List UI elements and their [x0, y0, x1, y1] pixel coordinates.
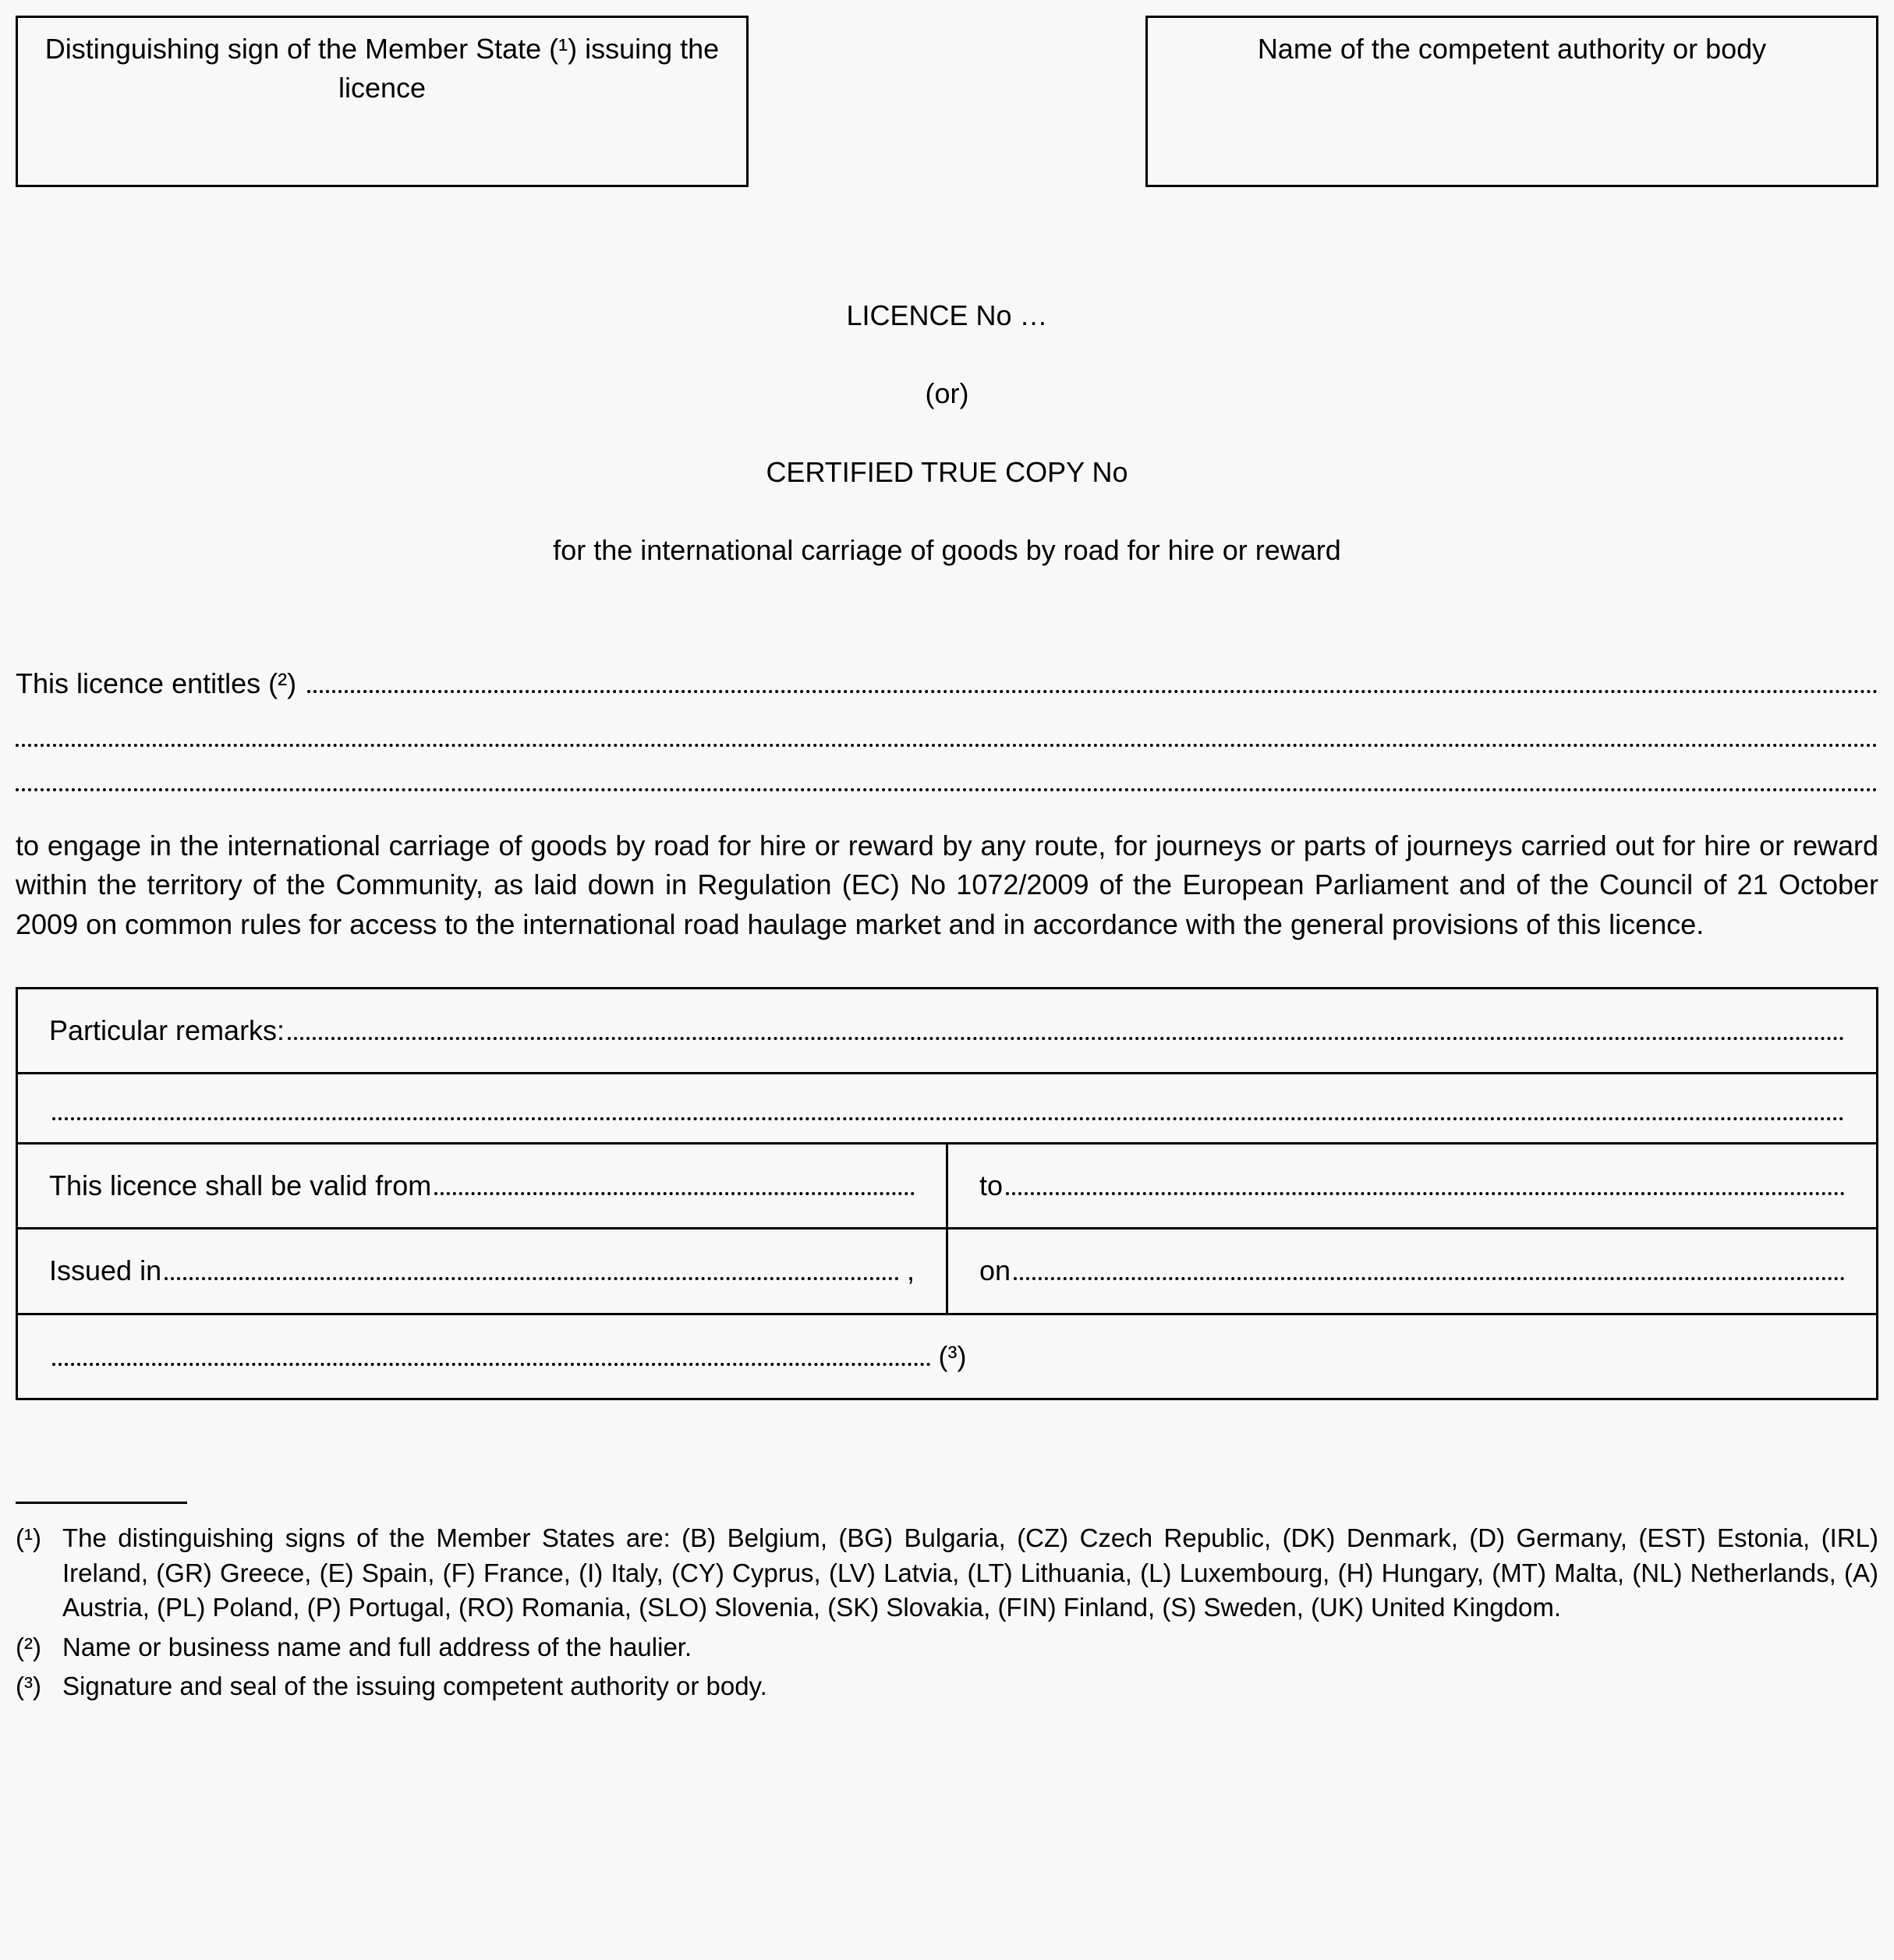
footnote-number: (²) — [16, 1630, 62, 1665]
fill-line — [165, 1257, 899, 1281]
title-block: LICENCE No … (or) CERTIFIED TRUE COPY No… — [16, 296, 1878, 571]
on-label: on — [979, 1251, 1011, 1290]
fill-line — [307, 669, 1878, 693]
signature-cell: (³) — [17, 1314, 1878, 1399]
footnote-number: (³) — [16, 1669, 62, 1704]
entitles-section: This licence entitles (²) — [16, 664, 1878, 791]
header-boxes: Distinguishing sign of the Member State … — [16, 16, 1878, 187]
footnote-number: (¹) — [16, 1521, 62, 1626]
remarks-row: Particular remarks: — [17, 988, 1878, 1073]
valid-to-cell: to — [947, 1143, 1878, 1228]
issued-in-trail: , — [899, 1251, 915, 1290]
valid-from-label: This licence shall be valid from — [49, 1166, 431, 1205]
fill-line — [1014, 1257, 1845, 1281]
footnote-2: (²) Name or business name and full addre… — [16, 1630, 1878, 1665]
authority-box: Name of the competent authority or body — [1145, 16, 1878, 187]
fill-line — [1006, 1171, 1845, 1195]
issued-on-cell: on — [947, 1229, 1878, 1314]
footnotes: (¹) The distinguishing signs of the Memb… — [16, 1502, 1878, 1704]
fill-line — [16, 708, 1878, 747]
entitles-label: This licence entitles (²) — [16, 664, 304, 703]
fill-line — [52, 1096, 1845, 1120]
certified-copy-label: CERTIFIED TRUE COPY No — [16, 453, 1878, 492]
signature-footnote-ref: (³) — [931, 1337, 967, 1376]
fill-line — [16, 752, 1878, 791]
footnote-rule — [16, 1502, 187, 1504]
to-label: to — [979, 1166, 1003, 1205]
footnote-text: Signature and seal of the issuing compet… — [62, 1669, 767, 1704]
remarks-label: Particular remarks: — [49, 1011, 285, 1050]
footnote-1: (¹) The distinguishing signs of the Memb… — [16, 1521, 1878, 1626]
valid-from-cell: This licence shall be valid from — [17, 1143, 947, 1228]
fill-line — [52, 1342, 931, 1366]
fill-line — [288, 1016, 1845, 1040]
or-label: (or) — [16, 374, 1878, 413]
issued-in-cell: Issued in , — [17, 1229, 947, 1314]
footnote-3: (³) Signature and seal of the issuing co… — [16, 1669, 1878, 1704]
body-paragraph: to engage in the international carriage … — [16, 826, 1878, 944]
remarks-table: Particular remarks: This licence shall b… — [16, 987, 1878, 1400]
fill-line — [434, 1171, 915, 1195]
footnote-text: The distinguishing signs of the Member S… — [62, 1521, 1878, 1626]
remarks-row-2 — [17, 1074, 1878, 1144]
licence-number-label: LICENCE No … — [16, 296, 1878, 335]
issuing-state-box: Distinguishing sign of the Member State … — [16, 16, 749, 187]
purpose-label: for the international carriage of goods … — [16, 531, 1878, 570]
footnote-text: Name or business name and full address o… — [62, 1630, 692, 1665]
issued-in-label: Issued in — [49, 1251, 161, 1290]
